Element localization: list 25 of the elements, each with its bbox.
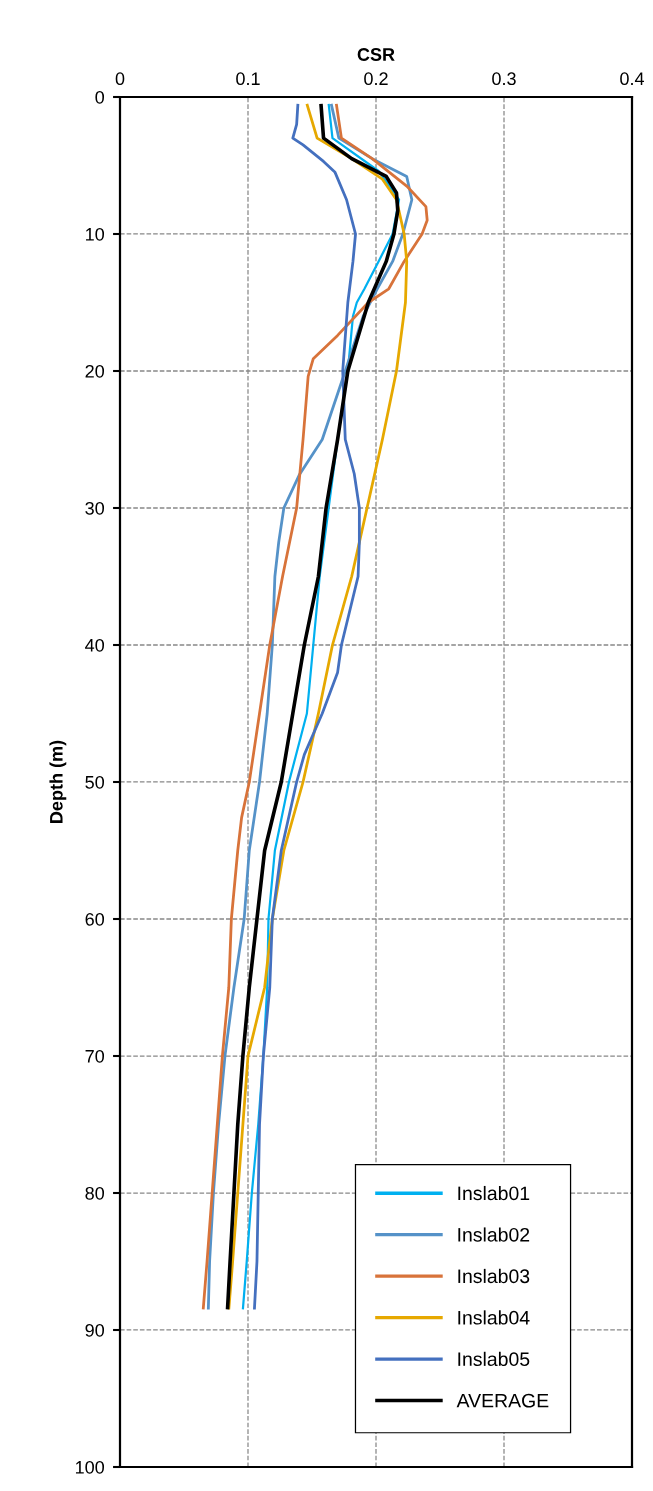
y-tick-label: 100 xyxy=(75,1460,105,1474)
x-tick-label: 0.4 xyxy=(620,72,645,86)
y-tick-label: 70 xyxy=(85,1049,105,1063)
legend-label: Inslab03 xyxy=(458,1268,530,1284)
x-tick-label: 0 xyxy=(115,72,125,86)
y-tick-label: 10 xyxy=(86,227,105,241)
legend-label: Inslab02 xyxy=(458,1227,530,1242)
y-tick-label: 40 xyxy=(85,638,105,652)
y-tick-label: 90 xyxy=(85,1323,105,1337)
x-tick-label: 0.3 xyxy=(492,72,516,86)
legend-label: Inslab05 xyxy=(458,1351,530,1367)
y-tick-label: 80 xyxy=(85,1186,105,1200)
legend-label: Inslab01 xyxy=(458,1185,530,1201)
x-axis-title: CSR xyxy=(357,48,395,61)
y-tick-label: 60 xyxy=(85,912,105,926)
legend-label: AVERAGE xyxy=(456,1393,549,1408)
x-tick-label: 0.2 xyxy=(364,72,388,86)
y-tick-label: 20 xyxy=(85,364,105,378)
y-tick-label: 0 xyxy=(95,90,105,104)
y-tick-label: 30 xyxy=(85,501,105,515)
y-axis-title: Depth (m) xyxy=(49,740,67,823)
legend-label: Inslab04 xyxy=(458,1310,530,1325)
x-tick-label: 0.1 xyxy=(236,72,260,86)
y-tick-label: 50 xyxy=(85,775,105,789)
line-series xyxy=(253,102,361,1311)
